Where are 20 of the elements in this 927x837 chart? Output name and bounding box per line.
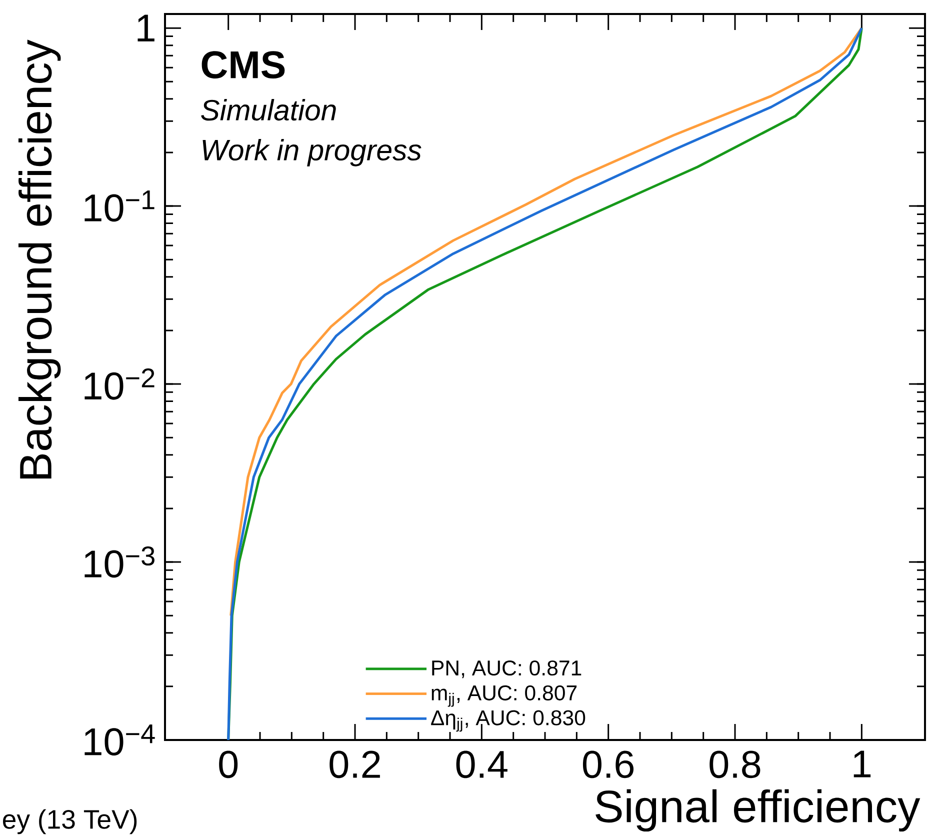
y-tick-label: 10$^{−2}$ (84, 368, 154, 400)
x-tick-label: 0.2 (330, 750, 380, 778)
annotation: Simulation (201, 99, 336, 121)
y-tick-label: 1 (138, 14, 154, 42)
x-tick-label: 0.6 (582, 750, 634, 778)
x-tick-label: 0.8 (710, 750, 760, 778)
legend-label: PN, AUC: 0.871 (432, 660, 582, 678)
y-tick-label: 10$^{−4}$ (84, 724, 155, 756)
x-tick-label: 0.4 (456, 750, 508, 778)
legend-label: m$_{jj}$, AUC: 0.807 (432, 685, 577, 707)
text: ey (13 TeV) (3, 809, 137, 834)
x-tick-label: 1 (854, 750, 871, 778)
x-axis-title: Signal efficiency (596, 789, 920, 832)
y-axis-title: Background efficiency (18, 40, 61, 478)
y-tick-label: 10$^{−1}$ (84, 190, 154, 222)
legend-label: Δη$_{jj}$, AUC: 0.830 (431, 710, 586, 732)
x-tick-label: 0 (219, 750, 238, 778)
annotation: CMS (202, 51, 285, 79)
y-tick-label: 10$^{−3}$ (84, 546, 154, 578)
annotation: Work in progress (202, 138, 422, 166)
